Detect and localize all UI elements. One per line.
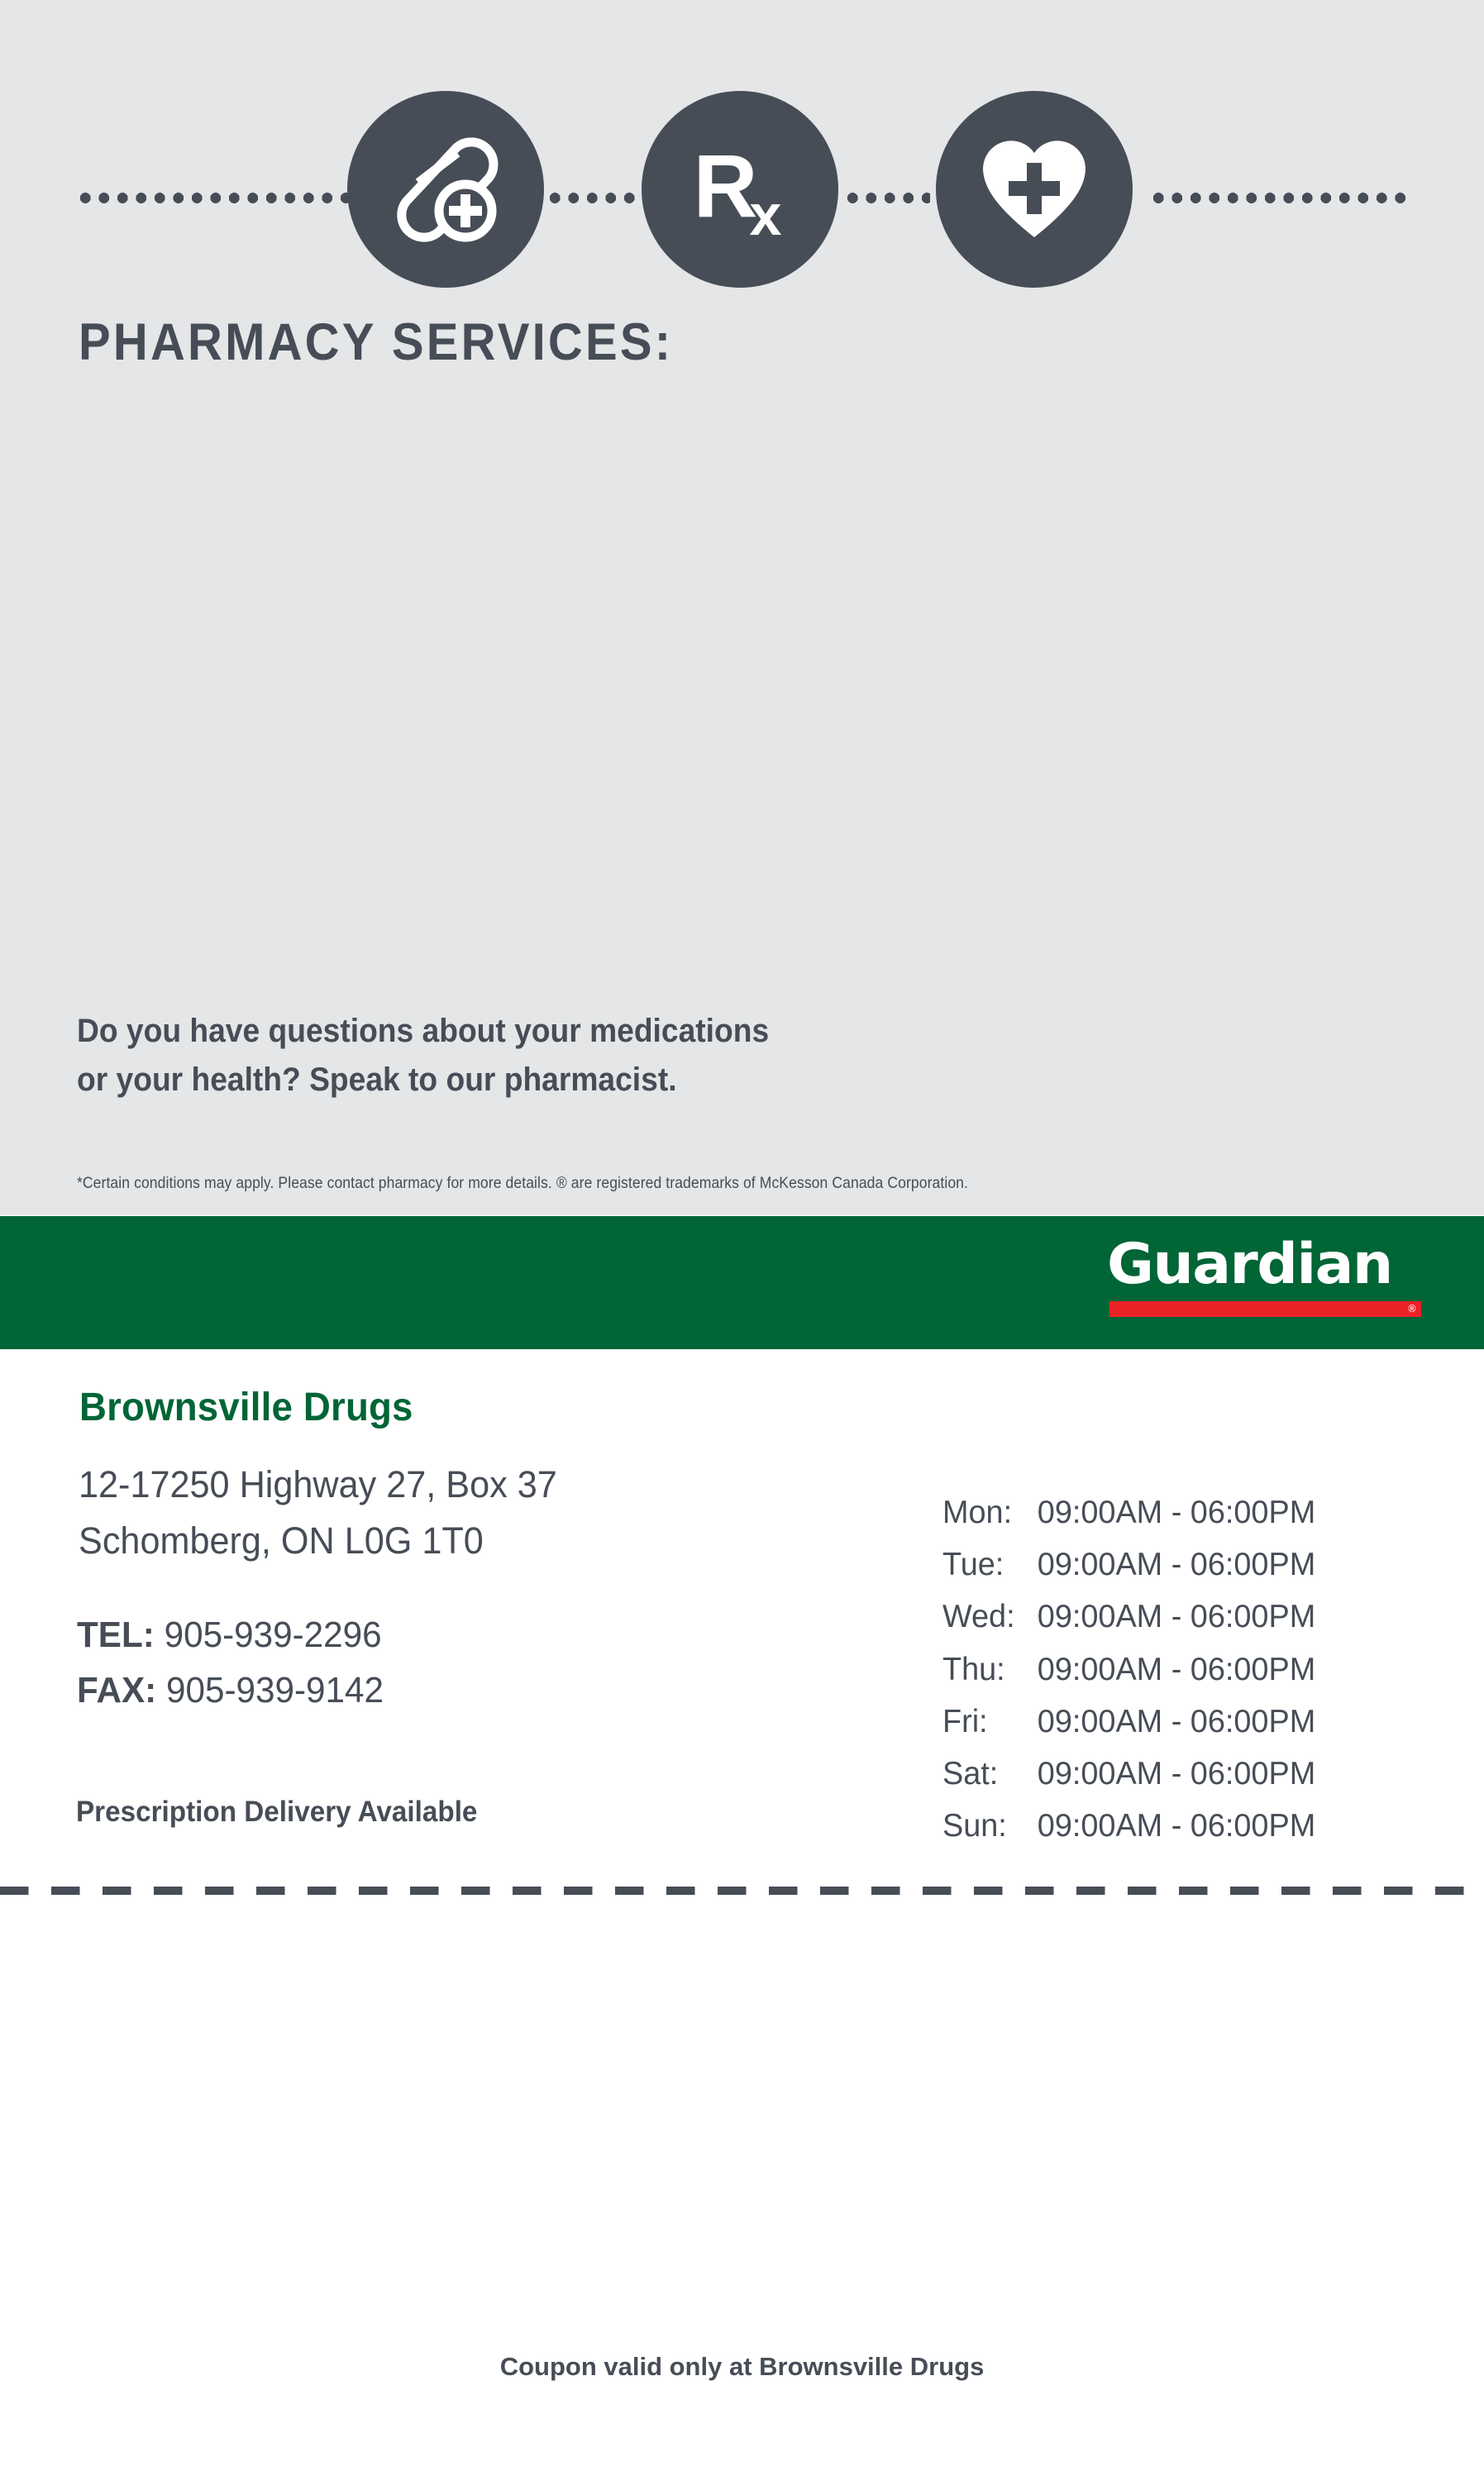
- store-address-line1: 12-17250 Highway 27, Box 37: [79, 1463, 557, 1505]
- pills-plus-icon-badge: [347, 91, 544, 288]
- dotted-rule-mid-left: [546, 193, 645, 203]
- hours-time: 09:00AM - 06:00PM: [1037, 1755, 1316, 1791]
- store-name: Brownsville Drugs: [79, 1386, 413, 1429]
- pharmacist-question-line2: or your health? Speak to our pharmacist.: [77, 1061, 677, 1099]
- rx-icon-subscript: x: [749, 183, 782, 247]
- table-row: Tue: 09:00AM - 06:00PM: [942, 1539, 1315, 1591]
- registered-trademark-icon: ®: [1407, 1302, 1417, 1314]
- hours-time: 09:00AM - 06:00PM: [1037, 1495, 1316, 1530]
- telephone-value: 905-939-2296: [164, 1615, 382, 1655]
- page-title: PHARMACY SERVICES:: [79, 313, 674, 371]
- hours-day: Mon:: [942, 1495, 1013, 1530]
- guardian-underline-bar: ®: [1109, 1300, 1421, 1317]
- hours-day: Sat:: [942, 1755, 999, 1791]
- dotted-rule-mid-right: [843, 193, 930, 203]
- store-address: 12-17250 Highway 27, Box 37 Schomberg, O…: [79, 1457, 557, 1570]
- coupon-validity-note: Coupon valid only at Brownsville Drugs: [499, 2352, 985, 2381]
- hours-time: 09:00AM - 06:00PM: [1037, 1651, 1316, 1687]
- brand-band: Guardian ®: [0, 1216, 1484, 1349]
- telephone-label: TEL:: [77, 1615, 155, 1655]
- disclaimer-text: *Certain conditions may apply. Please co…: [77, 1174, 969, 1192]
- table-row: Sat: 09:00AM - 06:00PM: [942, 1748, 1315, 1800]
- delivery-note: Prescription Delivery Available: [76, 1796, 478, 1828]
- heart-plus-icon-badge: [936, 91, 1133, 288]
- hours-day: Thu:: [942, 1651, 1005, 1687]
- top-panel: Rx PHARMACY SERVICES: Do you have questi…: [0, 0, 1484, 1215]
- table-row: Thu: 09:00AM - 06:00PM: [942, 1644, 1315, 1696]
- rx-icon: Rx: [694, 141, 787, 245]
- store-fax: FAX: 905-939-9142: [77, 1663, 384, 1719]
- dotted-rule-right: [1149, 193, 1412, 203]
- guardian-wordmark: Guardian: [1107, 1232, 1393, 1297]
- guardian-logo: Guardian ®: [1107, 1237, 1423, 1317]
- store-telephone: TEL: 905-939-2296: [77, 1608, 384, 1663]
- hours-day: Wed:: [942, 1599, 1015, 1635]
- store-contact: TEL: 905-939-2296 FAX: 905-939-9142: [77, 1608, 384, 1719]
- hours-time: 09:00AM - 06:00PM: [1037, 1703, 1316, 1739]
- fax-value: 905-939-9142: [165, 1669, 384, 1710]
- pharmacist-question: Do you have questions about your medicat…: [77, 1007, 769, 1104]
- pills-plus-icon: [388, 131, 503, 247]
- icon-strip: Rx: [0, 45, 1484, 288]
- fax-label: FAX:: [77, 1669, 157, 1710]
- store-hours-table: Mon: 09:00AM - 06:00PM Tue: 09:00AM - 06…: [942, 1486, 1315, 1852]
- heart-plus-icon: [980, 136, 1089, 242]
- table-row: Sun: 09:00AM - 06:00PM: [942, 1800, 1315, 1852]
- hours-day: Fri:: [942, 1703, 988, 1739]
- hours-day: Tue:: [942, 1547, 1004, 1583]
- hours-time: 09:00AM - 06:00PM: [1037, 1808, 1316, 1844]
- hours-time: 09:00AM - 06:00PM: [1037, 1599, 1316, 1635]
- rx-icon-badge: Rx: [642, 91, 838, 288]
- table-row: Mon: 09:00AM - 06:00PM: [942, 1486, 1315, 1539]
- pharmacist-question-line1: Do you have questions about your medicat…: [77, 1013, 770, 1049]
- rx-icon-letter: R: [693, 136, 758, 236]
- table-row: Wed: 09:00AM - 06:00PM: [942, 1591, 1315, 1643]
- dotted-rule-left: [76, 193, 357, 203]
- hours-day: Sun:: [942, 1808, 1007, 1844]
- coupon-cut-line: [0, 1887, 1484, 1895]
- hours-time: 09:00AM - 06:00PM: [1037, 1547, 1316, 1583]
- store-address-line2: Schomberg, ON L0G 1T0: [79, 1519, 484, 1562]
- table-row: Fri: 09:00AM - 06:00PM: [942, 1696, 1315, 1748]
